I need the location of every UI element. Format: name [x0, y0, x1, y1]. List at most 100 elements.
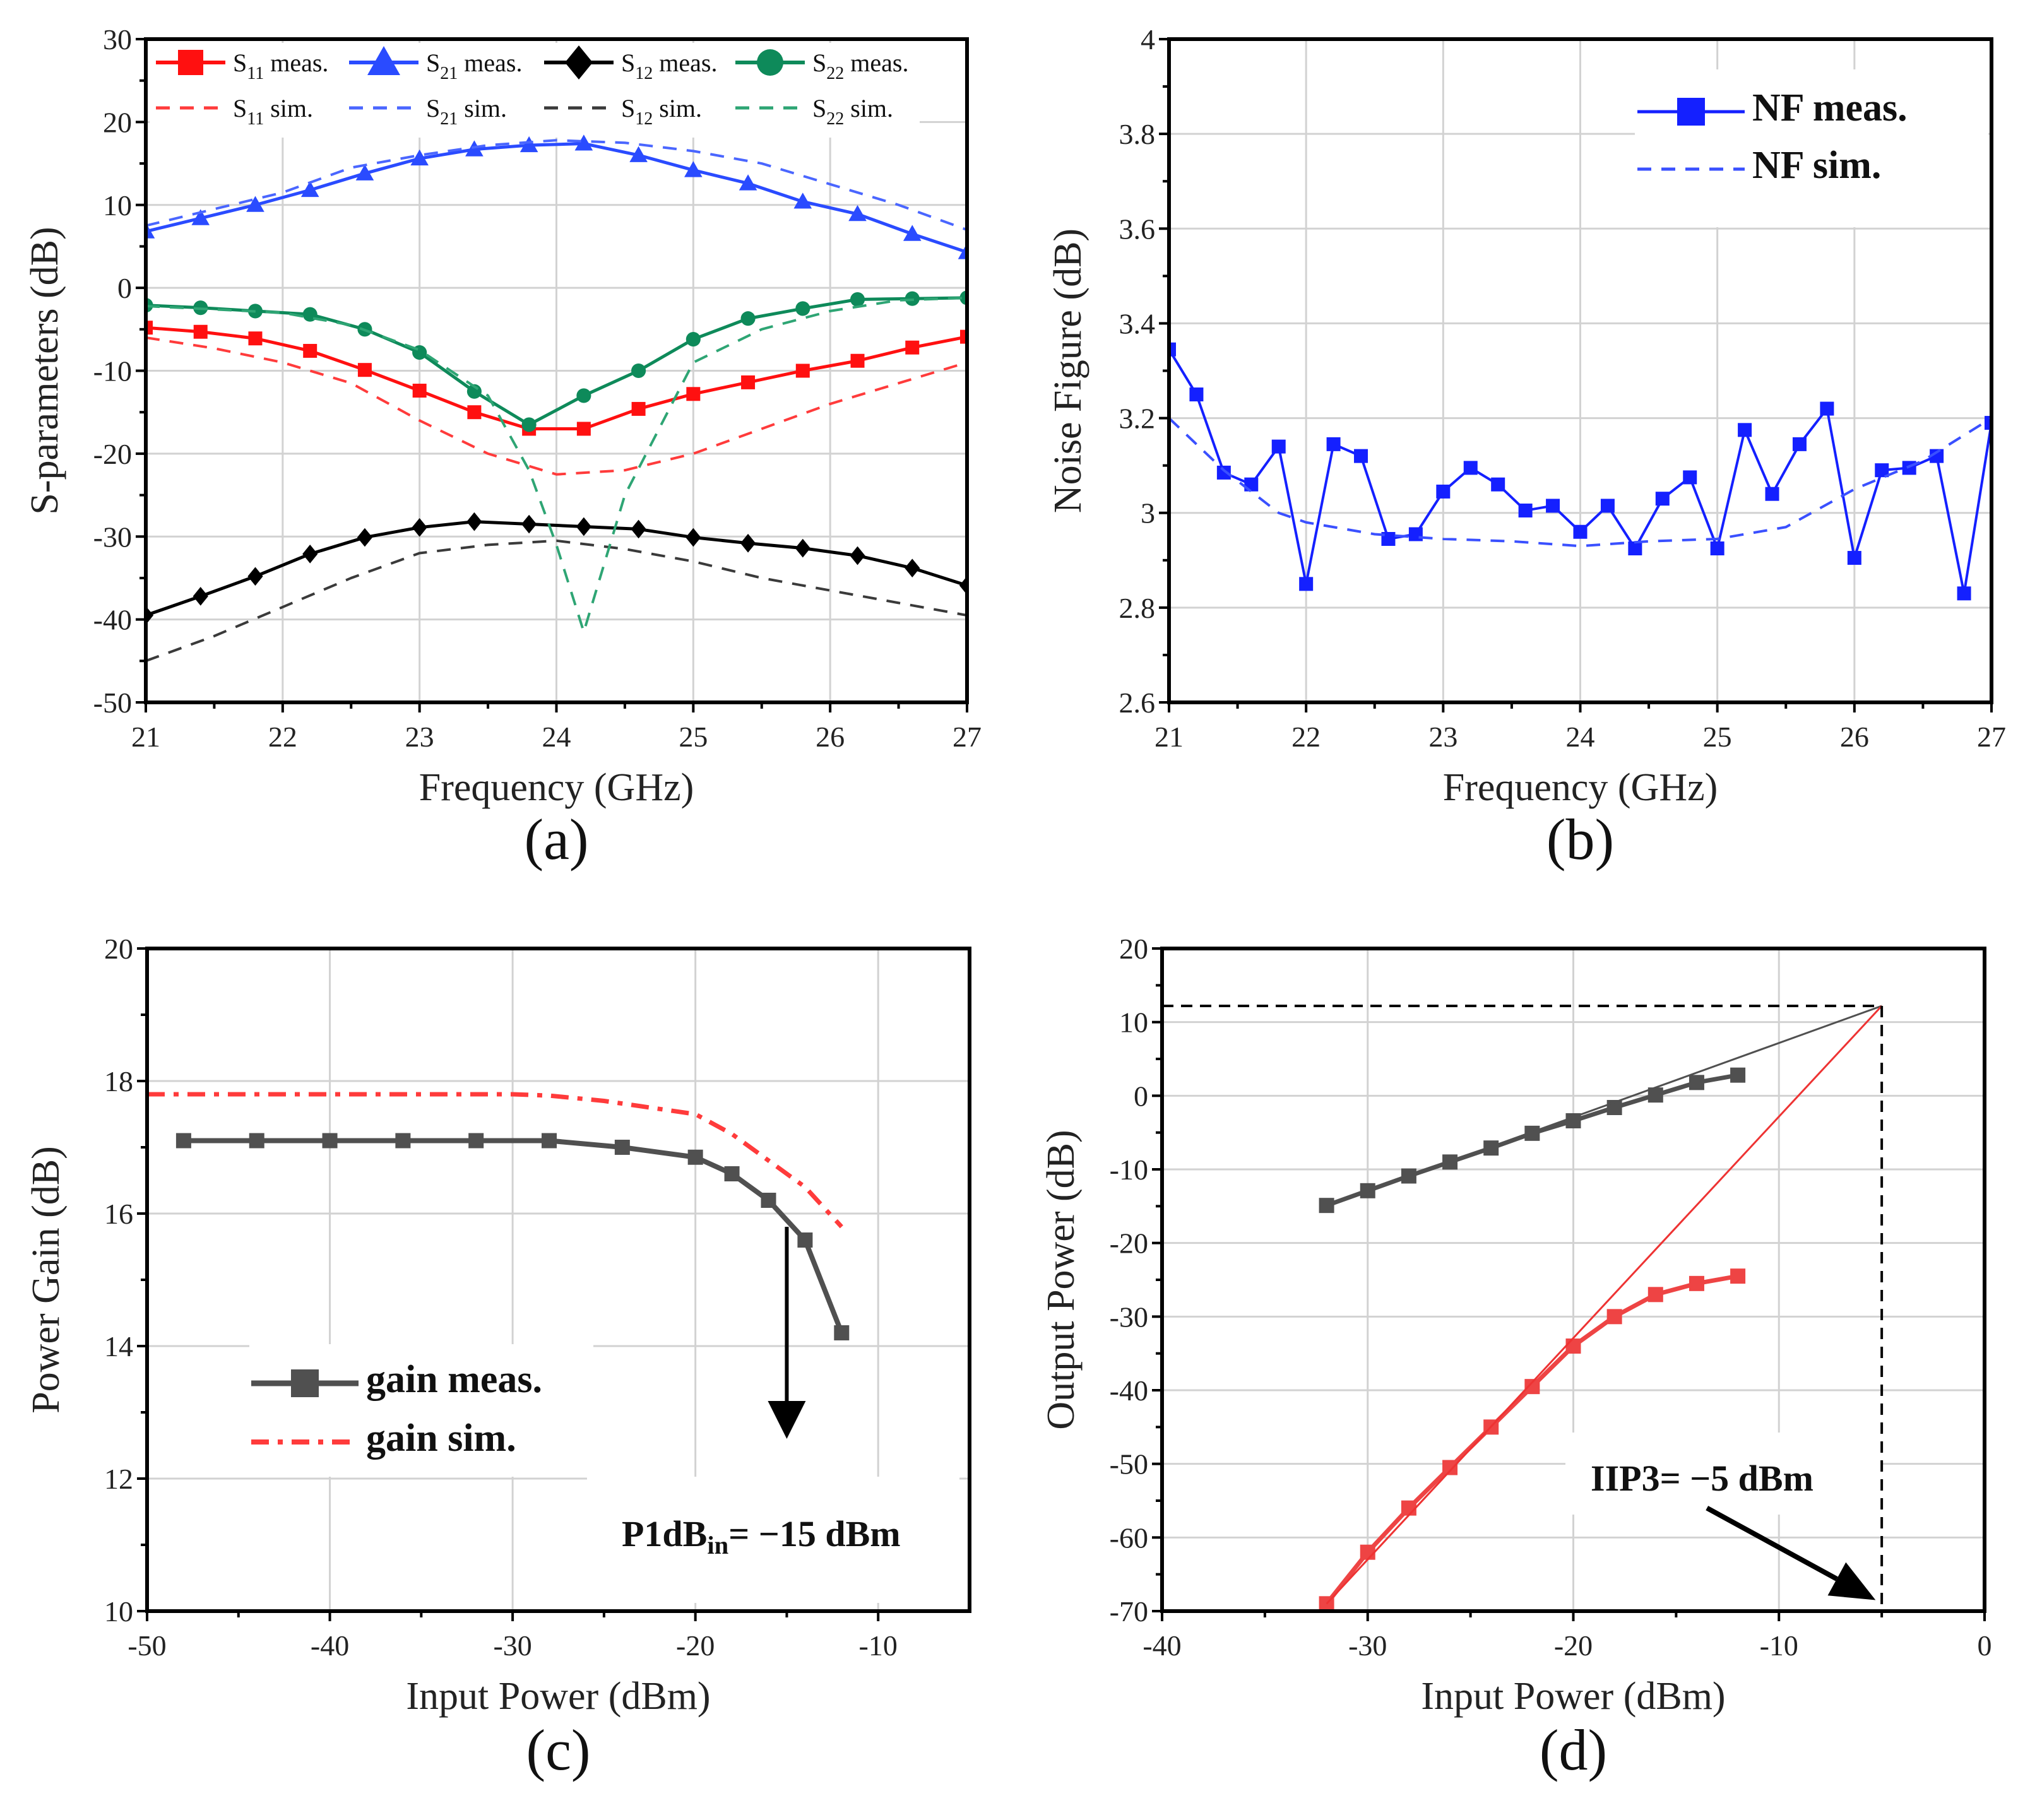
plot-frame — [1160, 947, 1986, 1613]
legend-s12-sim-label-suffix: sim. — [653, 94, 702, 122]
series-s11-meas-point — [631, 401, 646, 416]
series-s11-meas-point — [795, 363, 810, 378]
y-axis-label: Output Power (dB) — [1040, 1130, 1083, 1429]
series-s11-meas-point — [960, 329, 967, 344]
series-nf-meas-point — [1765, 487, 1779, 501]
legend-s22-meas-marker — [757, 49, 783, 76]
series-s21-meas-point — [629, 146, 648, 162]
x-tick-label: 22 — [1291, 721, 1321, 753]
annotation-background — [587, 1477, 959, 1603]
series-gain-meas-point — [761, 1193, 776, 1208]
series-s21-sim-line — [146, 139, 967, 232]
legend-s11-sim-label: S11 sim. — [233, 94, 313, 129]
legend-s21-meas-label-suffix: meas. — [458, 49, 522, 77]
y-tick-label: 20 — [103, 106, 132, 138]
x-tick-label: -10 — [859, 1629, 898, 1662]
series-s21-meas-point — [191, 209, 210, 225]
series-s12-meas-point — [959, 576, 967, 595]
series-nf-meas-point — [1820, 401, 1834, 416]
legend-nf-meas-label-text: NF meas. — [1752, 86, 1908, 129]
series-s21-meas-point — [903, 225, 922, 241]
iip3-arrow-shaft — [1706, 1506, 1838, 1581]
y-tick-label: 18 — [104, 1065, 133, 1097]
legend-gain-meas-label-text: gain meas. — [366, 1358, 542, 1401]
y-tick-label: 0 — [117, 272, 132, 304]
series-im3-point — [1442, 1460, 1458, 1475]
series-s21-meas-point — [300, 180, 319, 198]
x-tick-label: 24 — [542, 721, 571, 753]
y-tick-label: 3 — [1141, 497, 1155, 529]
y-tick-label: 2.6 — [1119, 687, 1156, 719]
iip3-arrow-head — [1827, 1562, 1876, 1600]
series-layer — [1169, 342, 1991, 601]
legend-s12-sim-label-subscript: 12 — [635, 109, 653, 129]
series-im3-point — [1565, 1338, 1581, 1354]
series-fundamental-point — [1730, 1067, 1746, 1083]
plot-frame — [145, 947, 971, 1613]
series-s21-meas-point — [793, 192, 812, 209]
p1db-annotation: P1dBin= −15 dBm — [622, 1513, 901, 1559]
legend-s11-sim-label-text: S — [233, 94, 247, 122]
legend-s12-sim-label-text: S — [621, 94, 635, 122]
series-s22-meas-point — [576, 388, 591, 403]
legend-s11-sim-label-suffix: sim. — [264, 94, 313, 122]
series-s21-meas-point — [246, 196, 264, 212]
p1db-annotation-text: P1dB — [622, 1513, 707, 1554]
series-s12-meas-point — [740, 533, 756, 553]
series-s22-meas-point — [631, 363, 646, 379]
series-nf-meas-point — [1683, 470, 1697, 485]
series-gain-meas-point — [249, 1133, 264, 1149]
x-axis-label: Input Power (dBm) — [406, 1675, 710, 1718]
series-s21-meas-point — [739, 174, 757, 191]
legend-s12-meas-label: S12 meas. — [621, 49, 717, 83]
series-s11-meas-point — [576, 422, 591, 436]
series-nf-meas-point — [1354, 449, 1368, 463]
series-s21-meas-point — [519, 136, 538, 153]
x-tick-label: -30 — [493, 1629, 531, 1662]
legend-s21-sim-label-text: S — [426, 94, 440, 122]
series-s12-meas-point — [795, 538, 810, 558]
series-s22-meas-point — [795, 301, 810, 316]
series-nf-meas-point — [1408, 527, 1423, 541]
series-s12-meas-point — [247, 567, 263, 586]
legend-s12-sim-label: S12 sim. — [621, 94, 702, 129]
series-nf-meas-point — [1902, 461, 1916, 475]
legend-nf-sim-label: NF sim. — [1752, 144, 1881, 187]
series-gain-sim-line — [147, 1092, 843, 1229]
series-nf-meas-point — [1189, 387, 1204, 402]
p1db-annotation-subscript: in — [707, 1531, 728, 1559]
y-tick-label: -50 — [93, 687, 132, 719]
legend-s11-meas-label-suffix: meas. — [264, 49, 328, 77]
legend-s22-sim-label-suffix: sim. — [844, 94, 893, 122]
panel-label: (d) — [1540, 1718, 1607, 1782]
y-tick-label: -10 — [1110, 1154, 1148, 1186]
series-s12-meas-point — [631, 519, 646, 539]
panel-label: (a) — [524, 807, 588, 872]
y-tick-label: -40 — [1110, 1374, 1148, 1407]
legend-s21-meas-label: S21 meas. — [426, 49, 522, 83]
series-im3-point — [1606, 1309, 1622, 1325]
y-tick-label: 14 — [104, 1330, 133, 1362]
series-s12-meas-point — [521, 514, 537, 534]
x-tick-label: 23 — [405, 721, 434, 753]
series-nf-meas-point — [1600, 499, 1615, 513]
y-tick-label: -50 — [1110, 1448, 1148, 1480]
x-axis-label: Frequency (GHz) — [1443, 766, 1718, 809]
x-tick-label: -20 — [1554, 1629, 1593, 1662]
legend-s22-meas-label-suffix: meas. — [844, 49, 908, 77]
legend-background — [150, 43, 920, 138]
series-s21-meas-point — [958, 243, 967, 259]
series-s21-meas-point — [355, 164, 374, 180]
series-s11-meas-point — [467, 405, 482, 420]
series-s22-meas-point — [850, 292, 865, 307]
series-s12-meas-point — [357, 528, 373, 547]
y-tick-label: 12 — [104, 1463, 133, 1495]
series-nf-meas-point — [1546, 499, 1560, 513]
series-fundamental-point — [1689, 1075, 1704, 1090]
series-s11-sim-line — [146, 336, 967, 476]
series-s12-meas-line — [146, 520, 967, 617]
series-gain-meas-point — [797, 1232, 813, 1248]
series-layer — [147, 1092, 850, 1340]
series-im3-point — [1689, 1275, 1704, 1291]
